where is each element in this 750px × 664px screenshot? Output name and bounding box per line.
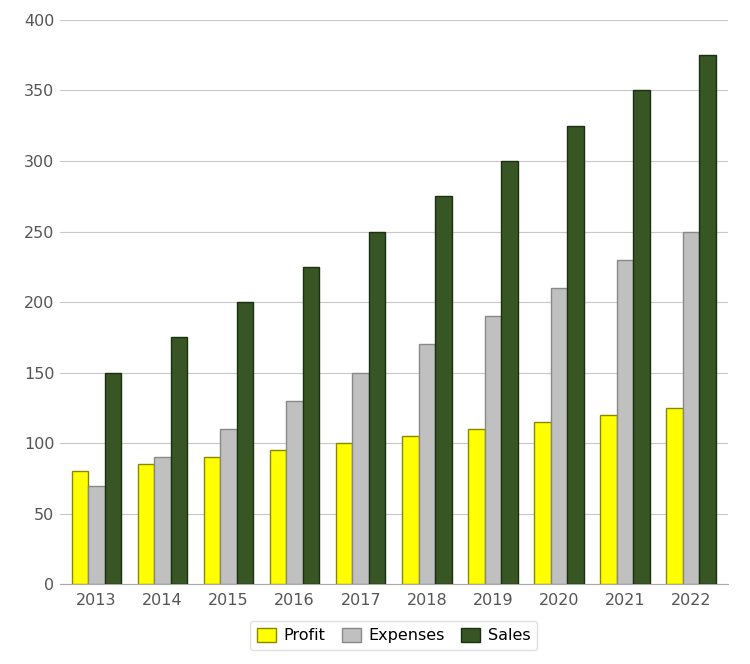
Bar [666, 408, 683, 584]
Bar [286, 401, 303, 584]
Bar [220, 429, 237, 584]
Bar [352, 373, 369, 584]
Bar [369, 232, 386, 584]
Bar [600, 415, 616, 584]
Bar [435, 197, 451, 584]
Bar [204, 457, 220, 584]
Bar [534, 422, 550, 584]
Bar [700, 55, 716, 584]
Legend: Profit, Expenses, Sales: Profit, Expenses, Sales [251, 622, 537, 649]
Bar [484, 316, 501, 584]
Bar [104, 373, 122, 584]
Bar [567, 125, 584, 584]
Bar [171, 337, 188, 584]
Bar [303, 267, 320, 584]
Bar [270, 450, 286, 584]
Bar [88, 485, 104, 584]
Bar [550, 288, 567, 584]
Bar [237, 302, 254, 584]
Bar [402, 436, 418, 584]
Bar [419, 345, 435, 584]
Bar [501, 161, 518, 584]
Bar [616, 260, 633, 584]
Bar [154, 457, 171, 584]
Bar [336, 444, 352, 584]
Bar [71, 471, 88, 584]
Bar [633, 90, 650, 584]
Bar [468, 429, 484, 584]
Bar [683, 232, 700, 584]
Bar [138, 464, 154, 584]
